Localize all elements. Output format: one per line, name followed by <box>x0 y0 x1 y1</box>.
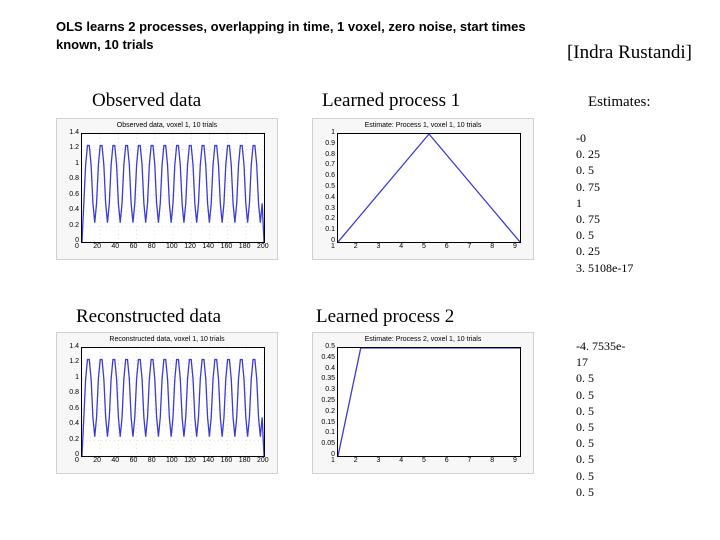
xtick: 2 <box>354 243 358 250</box>
ytick: 0.2 <box>69 222 79 229</box>
xtick: 120 <box>184 457 196 464</box>
xtick: 8 <box>490 457 494 464</box>
chart-observed: Observed data, voxel 1, 10 trials 0 20 40 6… <box>56 118 278 260</box>
xtick: 3 <box>377 457 381 464</box>
ytick: 0.1 <box>325 429 335 436</box>
xtick: 40 <box>111 243 119 250</box>
xtick: 4 <box>399 457 403 464</box>
chart-reconstructed: Reconstructed data, voxel 1, 10 trials 0… <box>56 332 278 474</box>
chart-learned-2: Estimate: Process 2, voxel 1, 10 trials … <box>312 332 534 474</box>
ytick: 0 <box>331 237 335 244</box>
heading-learned-2: Learned process 2 <box>316 306 454 328</box>
xtick: 160 <box>221 243 233 250</box>
ytick: 0.8 <box>69 389 79 396</box>
chart-reconstructed-caption: Reconstructed data, voxel 1, 10 trials <box>57 336 277 343</box>
xtick: 100 <box>166 457 178 464</box>
xtick: 60 <box>130 457 138 464</box>
ytick: 1 <box>75 374 79 381</box>
ytick: 0.3 <box>325 386 335 393</box>
ytick: 1 <box>331 129 335 136</box>
ytick: 0.1 <box>325 226 335 233</box>
ytick: 0.7 <box>325 161 335 168</box>
ytick: 0.9 <box>325 140 335 147</box>
xtick: 100 <box>166 243 178 250</box>
ytick: 0.2 <box>69 436 79 443</box>
xtick: 200 <box>257 457 269 464</box>
chart-learned-1: Estimate: Process 1, voxel 1, 10 trials … <box>312 118 534 260</box>
xtick: 7 <box>468 243 472 250</box>
ytick: 0.8 <box>69 175 79 182</box>
estimates-list-2: -4. 7535e- 17 0. 5 0. 5 0. 5 0. 5 0. 5 0… <box>576 338 625 500</box>
ytick: 0.4 <box>325 365 335 372</box>
xtick: 40 <box>111 457 119 464</box>
xtick: 7 <box>468 457 472 464</box>
xtick: 6 <box>445 243 449 250</box>
xtick: 140 <box>202 243 214 250</box>
ytick: 1.2 <box>69 358 79 365</box>
xtick: 80 <box>148 457 156 464</box>
xtick: 80 <box>148 243 156 250</box>
ytick: 1.2 <box>69 144 79 151</box>
xtick: 6 <box>445 457 449 464</box>
xtick: 0 <box>75 243 79 250</box>
xtick: 20 <box>93 457 101 464</box>
xtick: 120 <box>184 243 196 250</box>
xtick: 1 <box>331 243 335 250</box>
ytick: 1 <box>75 160 79 167</box>
ytick: 0.4 <box>325 194 335 201</box>
ytick: 1.4 <box>69 129 79 136</box>
ytick: 0.05 <box>321 440 335 447</box>
xtick: 20 <box>93 243 101 250</box>
xtick: 140 <box>202 457 214 464</box>
heading-reconstructed: Reconstructed data <box>76 306 221 328</box>
xtick: 160 <box>221 457 233 464</box>
heading-learned-1: Learned process 1 <box>322 90 460 112</box>
chart-learned-2-caption: Estimate: Process 2, voxel 1, 10 trials <box>313 336 533 343</box>
xtick: 8 <box>490 243 494 250</box>
attribution: [Indra Rustandi] <box>567 42 692 64</box>
ytick: 0.8 <box>325 151 335 158</box>
xtick: 3 <box>377 243 381 250</box>
ytick: 0.6 <box>69 405 79 412</box>
ytick: 0.45 <box>321 354 335 361</box>
chart-observed-caption: Observed data, voxel 1, 10 trials <box>57 122 277 129</box>
ytick: 1.4 <box>69 343 79 350</box>
xtick: 9 <box>513 457 517 464</box>
ytick: 0.2 <box>325 408 335 415</box>
chart-learned-1-caption: Estimate: Process 1, voxel 1, 10 trials <box>313 122 533 129</box>
xtick: 60 <box>130 243 138 250</box>
xtick: 5 <box>422 457 426 464</box>
ytick: 0.6 <box>69 191 79 198</box>
xtick: 180 <box>239 243 251 250</box>
ytick: 0.25 <box>321 397 335 404</box>
ytick: 0.2 <box>325 215 335 222</box>
ytick: 0.15 <box>321 419 335 426</box>
xtick: 180 <box>239 457 251 464</box>
estimates-list-1: -0 0. 25 0. 5 0. 75 1 0. 75 0. 5 0. 25 3… <box>576 130 633 276</box>
ytick: 0.4 <box>69 420 79 427</box>
ytick: 0.4 <box>69 206 79 213</box>
ytick: 0.5 <box>325 343 335 350</box>
xtick: 4 <box>399 243 403 250</box>
xtick: 5 <box>422 243 426 250</box>
ytick: 0.35 <box>321 375 335 382</box>
xtick: 9 <box>513 243 517 250</box>
ytick: 0.5 <box>325 183 335 190</box>
xtick: 2 <box>354 457 358 464</box>
page-title: OLS learns 2 processes, overlapping in t… <box>56 18 526 53</box>
xtick: 0 <box>75 457 79 464</box>
ytick: 0 <box>75 237 79 244</box>
ytick: 0.3 <box>325 205 335 212</box>
ytick: 0.6 <box>325 172 335 179</box>
heading-observed: Observed data <box>92 90 201 112</box>
ytick: 0 <box>75 451 79 458</box>
estimates-heading: Estimates: <box>588 94 651 111</box>
ytick: 0 <box>331 451 335 458</box>
xtick: 200 <box>257 243 269 250</box>
xtick: 1 <box>331 457 335 464</box>
